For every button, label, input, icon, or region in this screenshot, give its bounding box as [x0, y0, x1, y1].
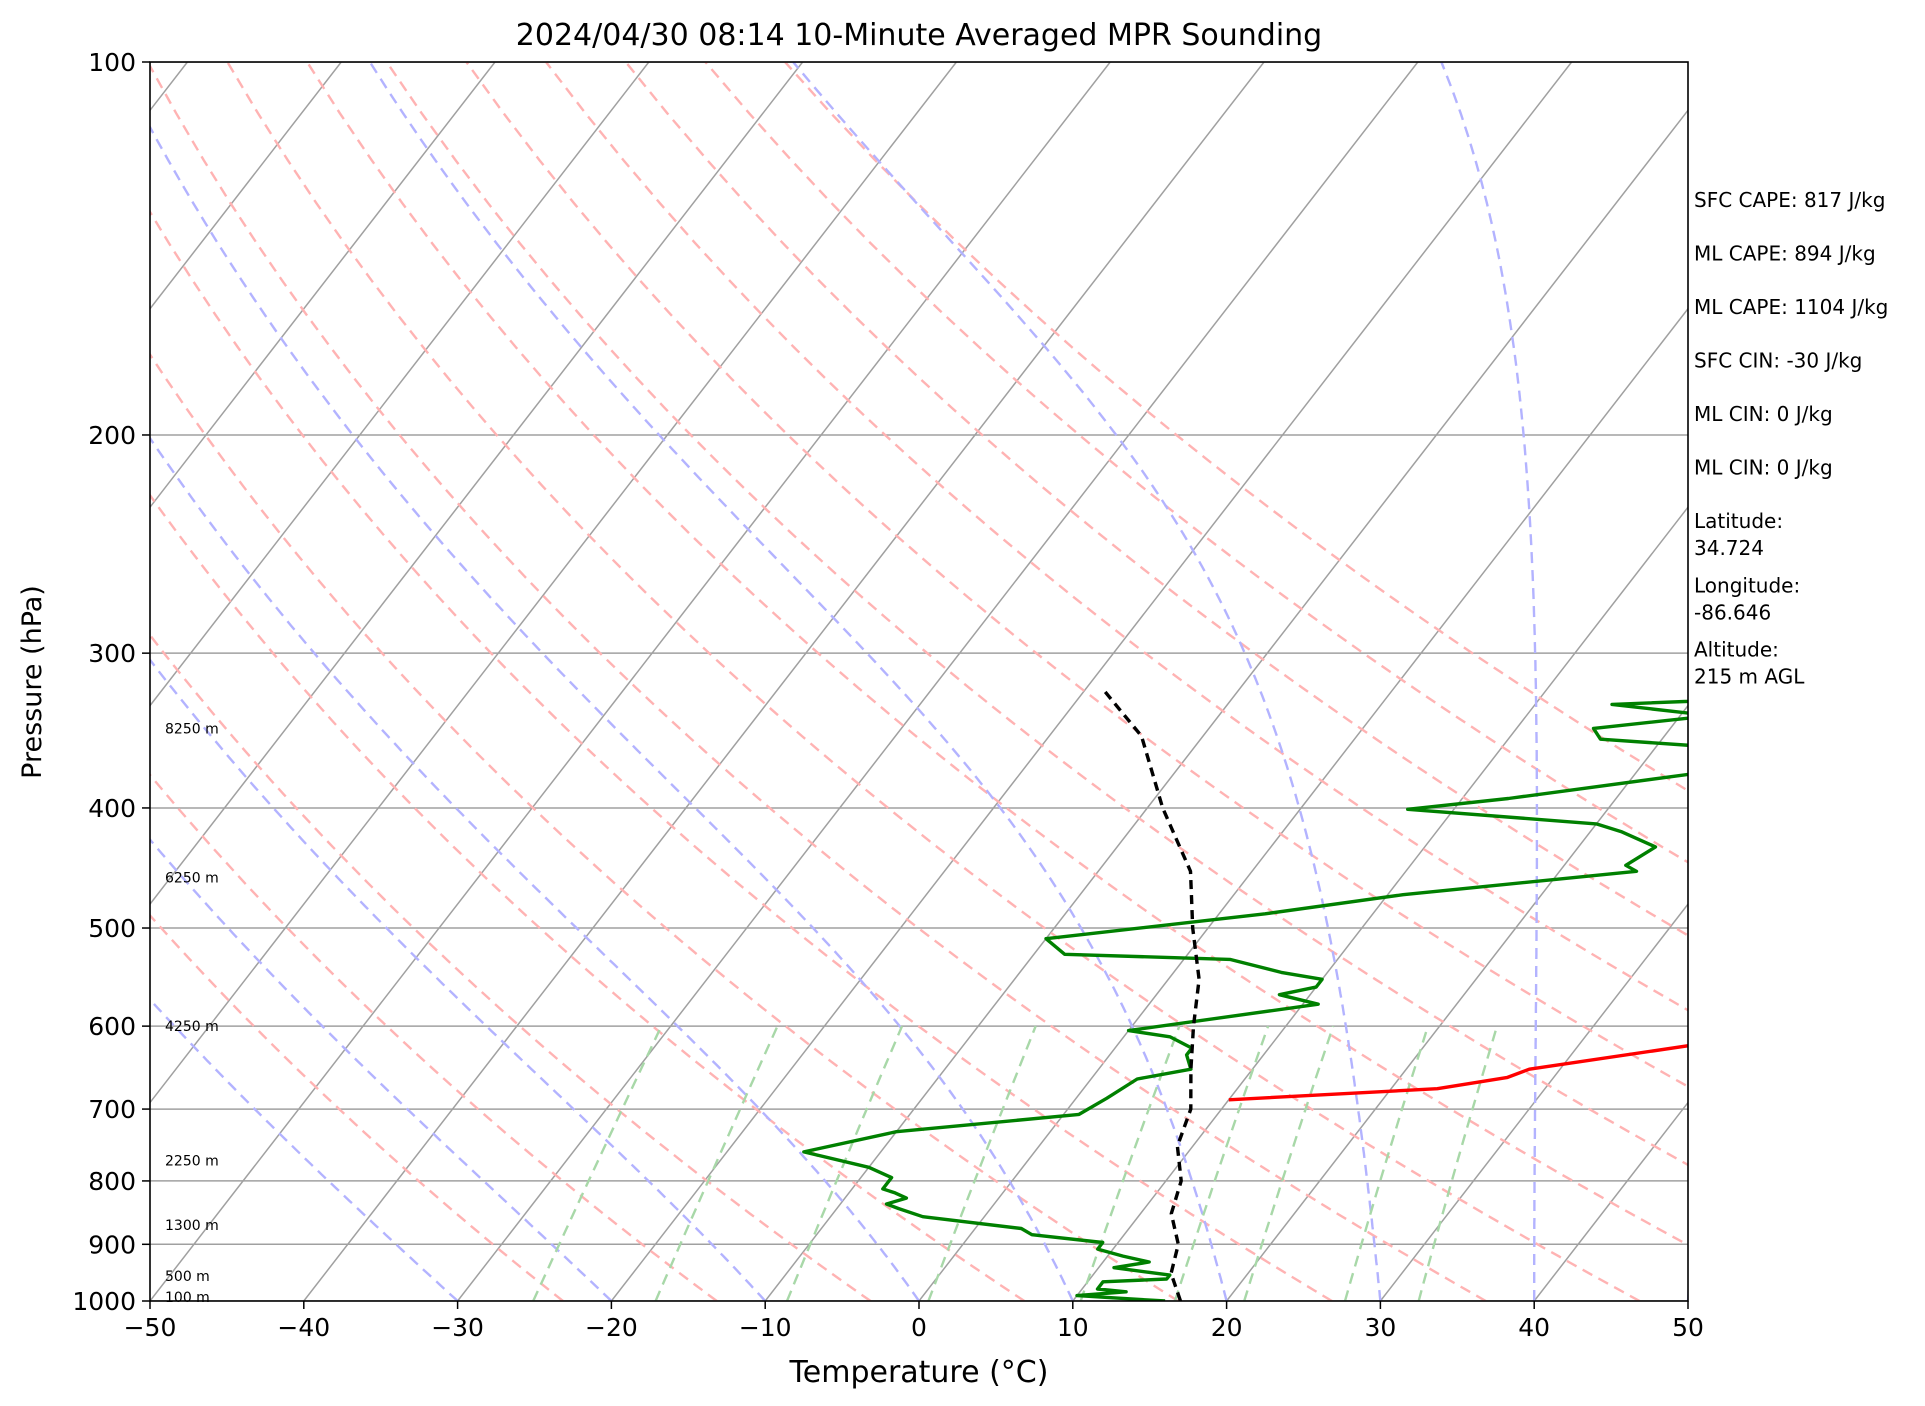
- height-labels: 8250 m 6250 m 4250 m 2250 m 1300 m 500 m 100 m: [165, 721, 219, 1306]
- x-tick-label: −40: [277, 1313, 330, 1342]
- stat-text: SFC CAPE: 817 J/kg: [1694, 188, 1885, 212]
- dry-adiabat-line: [150, 633, 872, 1301]
- height-label: 8250 m: [165, 721, 219, 737]
- series-line-3: [1100, 686, 1201, 1301]
- isotherm-line: [150, 62, 342, 310]
- y-tick-label: 700: [88, 1095, 136, 1124]
- isotherm-line: [1379, 902, 1688, 1301]
- stat-text: 215 m AGL: [1694, 665, 1805, 689]
- mixing-ratio-line: [1243, 1025, 1335, 1301]
- x-tick-label: −20: [585, 1313, 638, 1342]
- y-tick-label: 900: [88, 1230, 136, 1259]
- mixing-ratio-line: [1079, 1025, 1181, 1301]
- isotherm-line: [1072, 505, 1688, 1301]
- y-tick-label: 500: [88, 914, 136, 943]
- isotherm-line: [610, 62, 1573, 1301]
- background-lines: [150, 62, 1688, 1301]
- y-tick-label: 800: [88, 1167, 136, 1196]
- isotherm-line: [150, 62, 496, 509]
- moist-adiabat-line: [150, 837, 613, 1301]
- stat-text: ML CIN: 0 J/kg: [1694, 456, 1833, 480]
- isotherm-line: [1226, 704, 1688, 1301]
- y-tick-label: 600: [88, 1012, 136, 1041]
- y-axis: 100 200 300 400 500 600 700 800 900 1000: [72, 48, 150, 1316]
- series-line-2: [1228, 1044, 1688, 1102]
- series-line-1: [802, 699, 1688, 1301]
- mixing-ratio-line: [1343, 1025, 1430, 1301]
- x-tick-label: 50: [1672, 1313, 1704, 1342]
- moist-adiabat-line: [150, 997, 459, 1301]
- isotherm-line: [150, 62, 1111, 1301]
- x-tick-label: 40: [1518, 1313, 1550, 1342]
- stat-text: Latitude:: [1694, 509, 1783, 533]
- dry-adiabat-line: [545, 62, 1688, 1012]
- x-tick-label: −50: [124, 1313, 177, 1342]
- sounding-stats: SFC CAPE: 817 J/kg ML CAPE: 894 J/kg ML CA…: [1694, 188, 1888, 689]
- isotherm-line: [457, 62, 1419, 1301]
- height-label: 4250 m: [165, 1019, 219, 1035]
- dry-adiabat-line: [385, 62, 1688, 1167]
- x-tick-label: 20: [1211, 1313, 1243, 1342]
- chart-title: 2024/04/30 08:14 10-Minute Averaged MPR …: [516, 18, 1322, 53]
- stat-text: -86.646: [1694, 600, 1771, 624]
- moist-adiabat-line: [368, 62, 1228, 1301]
- stat-text: Altitude:: [1694, 638, 1779, 662]
- mixing-ratio-line: [532, 1025, 663, 1301]
- stat-text: ML CAPE: 1104 J/kg: [1694, 295, 1888, 319]
- moist-adiabat-line: [1440, 62, 1539, 1301]
- y-tick-label: 300: [88, 639, 136, 668]
- moist-adiabat-line: [150, 124, 1074, 1301]
- dry-adiabat-line: [150, 63, 1487, 1301]
- mixing-ratio-line: [927, 1025, 1037, 1301]
- moist-adiabat-line: [792, 62, 1382, 1301]
- y-tick-label: 1000: [72, 1287, 136, 1316]
- dry-adiabat-line: [150, 209, 1333, 1301]
- dry-adiabat-line: [150, 352, 1179, 1301]
- stat-text: Longitude:: [1694, 573, 1800, 597]
- series-layer: [802, 686, 1688, 1301]
- dry-adiabat-line: [306, 62, 1688, 1247]
- isotherm-line: [303, 62, 1265, 1301]
- isotherm-line: [150, 62, 804, 906]
- stat-text: SFC CIN: -30 J/kg: [1694, 349, 1862, 373]
- isotherm-line: [150, 62, 650, 707]
- x-tick-label: −30: [431, 1313, 484, 1342]
- x-tick-label: 0: [911, 1313, 927, 1342]
- y-tick-label: 100: [88, 48, 136, 77]
- y-tick-label: 200: [88, 421, 136, 450]
- height-label: 2250 m: [165, 1153, 219, 1169]
- mixing-ratio-line: [785, 1025, 904, 1301]
- dry-adiabat-line: [226, 62, 1641, 1301]
- y-axis-label: Pressure (hPa): [17, 585, 48, 779]
- isotherm-line: [918, 307, 1688, 1301]
- y-tick-label: 400: [88, 794, 136, 823]
- stat-text: ML CAPE: 894 J/kg: [1694, 242, 1876, 266]
- x-tick-label: −10: [739, 1313, 792, 1342]
- dry-adiabat-line: [704, 62, 1688, 864]
- mixing-ratio-line: [1173, 1025, 1270, 1301]
- moist-adiabat-line: [150, 658, 767, 1301]
- stat-text: 34.724: [1694, 536, 1764, 560]
- stat-text: ML CIN: 0 J/kg: [1694, 402, 1833, 426]
- height-label: 6250 m: [165, 870, 219, 886]
- x-tick-label: 10: [1057, 1313, 1089, 1342]
- height-label: 500 m: [165, 1269, 210, 1285]
- mixing-ratio-line: [654, 1025, 779, 1301]
- x-axis-label: Temperature (°C): [789, 1355, 1049, 1390]
- dry-adiabat-line: [150, 493, 1026, 1301]
- height-label: 1300 m: [165, 1218, 219, 1234]
- isotherm-line: [764, 109, 1688, 1301]
- x-tick-label: 30: [1364, 1313, 1396, 1342]
- x-axis: −50 −40 −30 −20 −10 0 10 20 30 40 50: [124, 1301, 1704, 1342]
- isotherm-line: [150, 62, 958, 1104]
- moist-adiabat-line: [150, 436, 920, 1301]
- height-label: 100 m: [165, 1290, 210, 1306]
- dry-adiabat-line: [784, 62, 1688, 793]
